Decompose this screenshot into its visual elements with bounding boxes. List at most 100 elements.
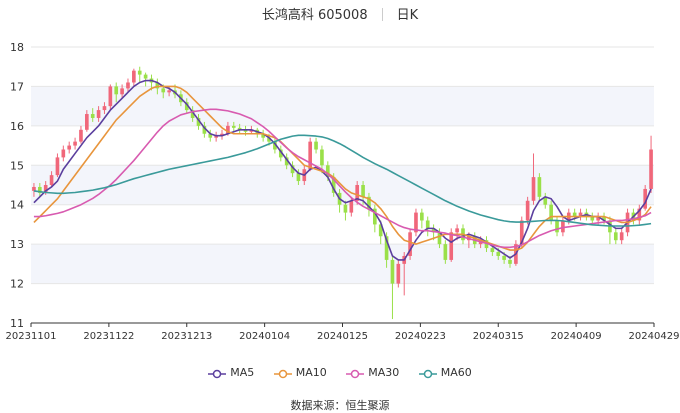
x-tick-label: 20231101: [6, 331, 57, 342]
y-tick-label: 17: [10, 80, 24, 93]
candle-body: [414, 212, 418, 233]
candle-body: [167, 90, 171, 93]
y-tick-label: 18: [10, 41, 24, 54]
candle-body: [590, 216, 595, 221]
candle-body: [243, 129, 248, 132]
legend-item-ma10[interactable]: MA10: [273, 366, 327, 379]
candle-body: [561, 220, 565, 233]
legend-marker-ma5: [208, 369, 227, 379]
candle-body: [184, 102, 189, 111]
chart-title-row: 长鸿高科 605008 日K: [0, 4, 680, 23]
candle-body: [502, 255, 506, 260]
candle-body: [190, 110, 195, 118]
candle-body: [343, 204, 348, 213]
y-tick-label: 16: [10, 120, 24, 133]
candle-body: [596, 216, 600, 221]
candle-body: [490, 248, 495, 253]
candle-body: [519, 220, 524, 245]
candle-body: [49, 175, 54, 185]
candle-body: [43, 185, 48, 193]
candle-body: [114, 86, 119, 95]
candle-body: [320, 149, 324, 166]
candle-body: [143, 74, 148, 79]
legend-marker-ma30: [346, 369, 365, 379]
candle-body: [431, 228, 436, 233]
candle-body: [349, 200, 354, 213]
candle-body: [637, 208, 642, 221]
candle-body: [96, 110, 101, 118]
y-tick-label: 13: [10, 238, 24, 251]
candle-body: [220, 133, 224, 136]
x-tick-label: 20240125: [317, 331, 368, 342]
candle-body: [555, 220, 559, 233]
chart-title: 长鸿高科 605008: [261, 8, 368, 23]
legend-marker-ma60: [418, 369, 437, 379]
candle-body: [367, 196, 371, 209]
candle-body: [549, 204, 553, 221]
candle-body: [384, 236, 389, 260]
candle-body: [249, 129, 254, 132]
data-source: 数据来源：恒生聚源: [290, 399, 390, 412]
candle-body: [437, 232, 442, 245]
candle-body: [425, 220, 430, 229]
candle-body: [390, 259, 395, 284]
candle-body: [619, 232, 624, 241]
candle-body: [543, 196, 548, 205]
grid-band: [31, 244, 654, 284]
candle-body: [613, 232, 618, 241]
candle-body: [226, 125, 230, 134]
candle-body: [378, 224, 383, 237]
candle-body: [202, 125, 207, 134]
legend-label-ma60: MA60: [440, 366, 472, 379]
x-tick-label: 20240315: [473, 331, 524, 342]
legend-item-ma30[interactable]: MA30: [346, 366, 399, 379]
x-tick-label: 20240429: [629, 331, 680, 342]
legend-label-ma30: MA30: [368, 366, 400, 379]
candle-body: [643, 188, 648, 209]
candle-body: [132, 70, 136, 83]
candle-body: [61, 149, 66, 158]
candle-body: [120, 88, 124, 95]
candle-body: [572, 212, 577, 217]
candle-body: [443, 244, 448, 260]
legend-item-ma5[interactable]: MA5: [208, 366, 254, 379]
candle-body: [296, 173, 301, 182]
candle-body: [231, 125, 236, 128]
legend-marker-ma10: [273, 369, 292, 379]
candle-body: [108, 86, 113, 107]
candle-body: [126, 82, 130, 89]
legend: MA5 MA10 MA30 MA60: [0, 366, 680, 379]
candle-body: [361, 185, 365, 197]
ma-line-ma60: [33, 134, 652, 227]
candle-body: [396, 263, 401, 284]
candle-body: [314, 141, 318, 150]
candle-body: [32, 186, 36, 191]
candle-body: [420, 212, 424, 221]
candle-body: [90, 114, 95, 118]
candle-body: [155, 82, 160, 89]
x-tick-label: 20240104: [239, 331, 290, 342]
legend-label-ma10: MA10: [295, 366, 327, 379]
candle-body: [79, 129, 83, 142]
candle-body: [208, 133, 213, 138]
candle-body: [325, 165, 330, 178]
grid-band: [31, 86, 654, 126]
candle-body: [273, 141, 277, 150]
x-tick-label: 20231213: [161, 331, 212, 342]
candle-body: [649, 149, 653, 189]
candle-body: [531, 177, 536, 201]
y-tick-label: 15: [10, 159, 24, 172]
candle-body: [284, 157, 289, 166]
candle-body: [290, 165, 295, 174]
candle-body: [37, 186, 42, 193]
period-label: 日K: [396, 8, 419, 23]
legend-label-ma5: MA5: [230, 366, 255, 379]
candle-body: [537, 177, 542, 197]
ma-line-ma30: [33, 108, 652, 249]
candle-body: [102, 106, 107, 111]
candle-body: [508, 259, 512, 264]
candle-body: [55, 157, 60, 176]
candle-body: [331, 177, 336, 193]
legend-item-ma60[interactable]: MA60: [418, 366, 472, 379]
candle-body: [455, 228, 459, 233]
